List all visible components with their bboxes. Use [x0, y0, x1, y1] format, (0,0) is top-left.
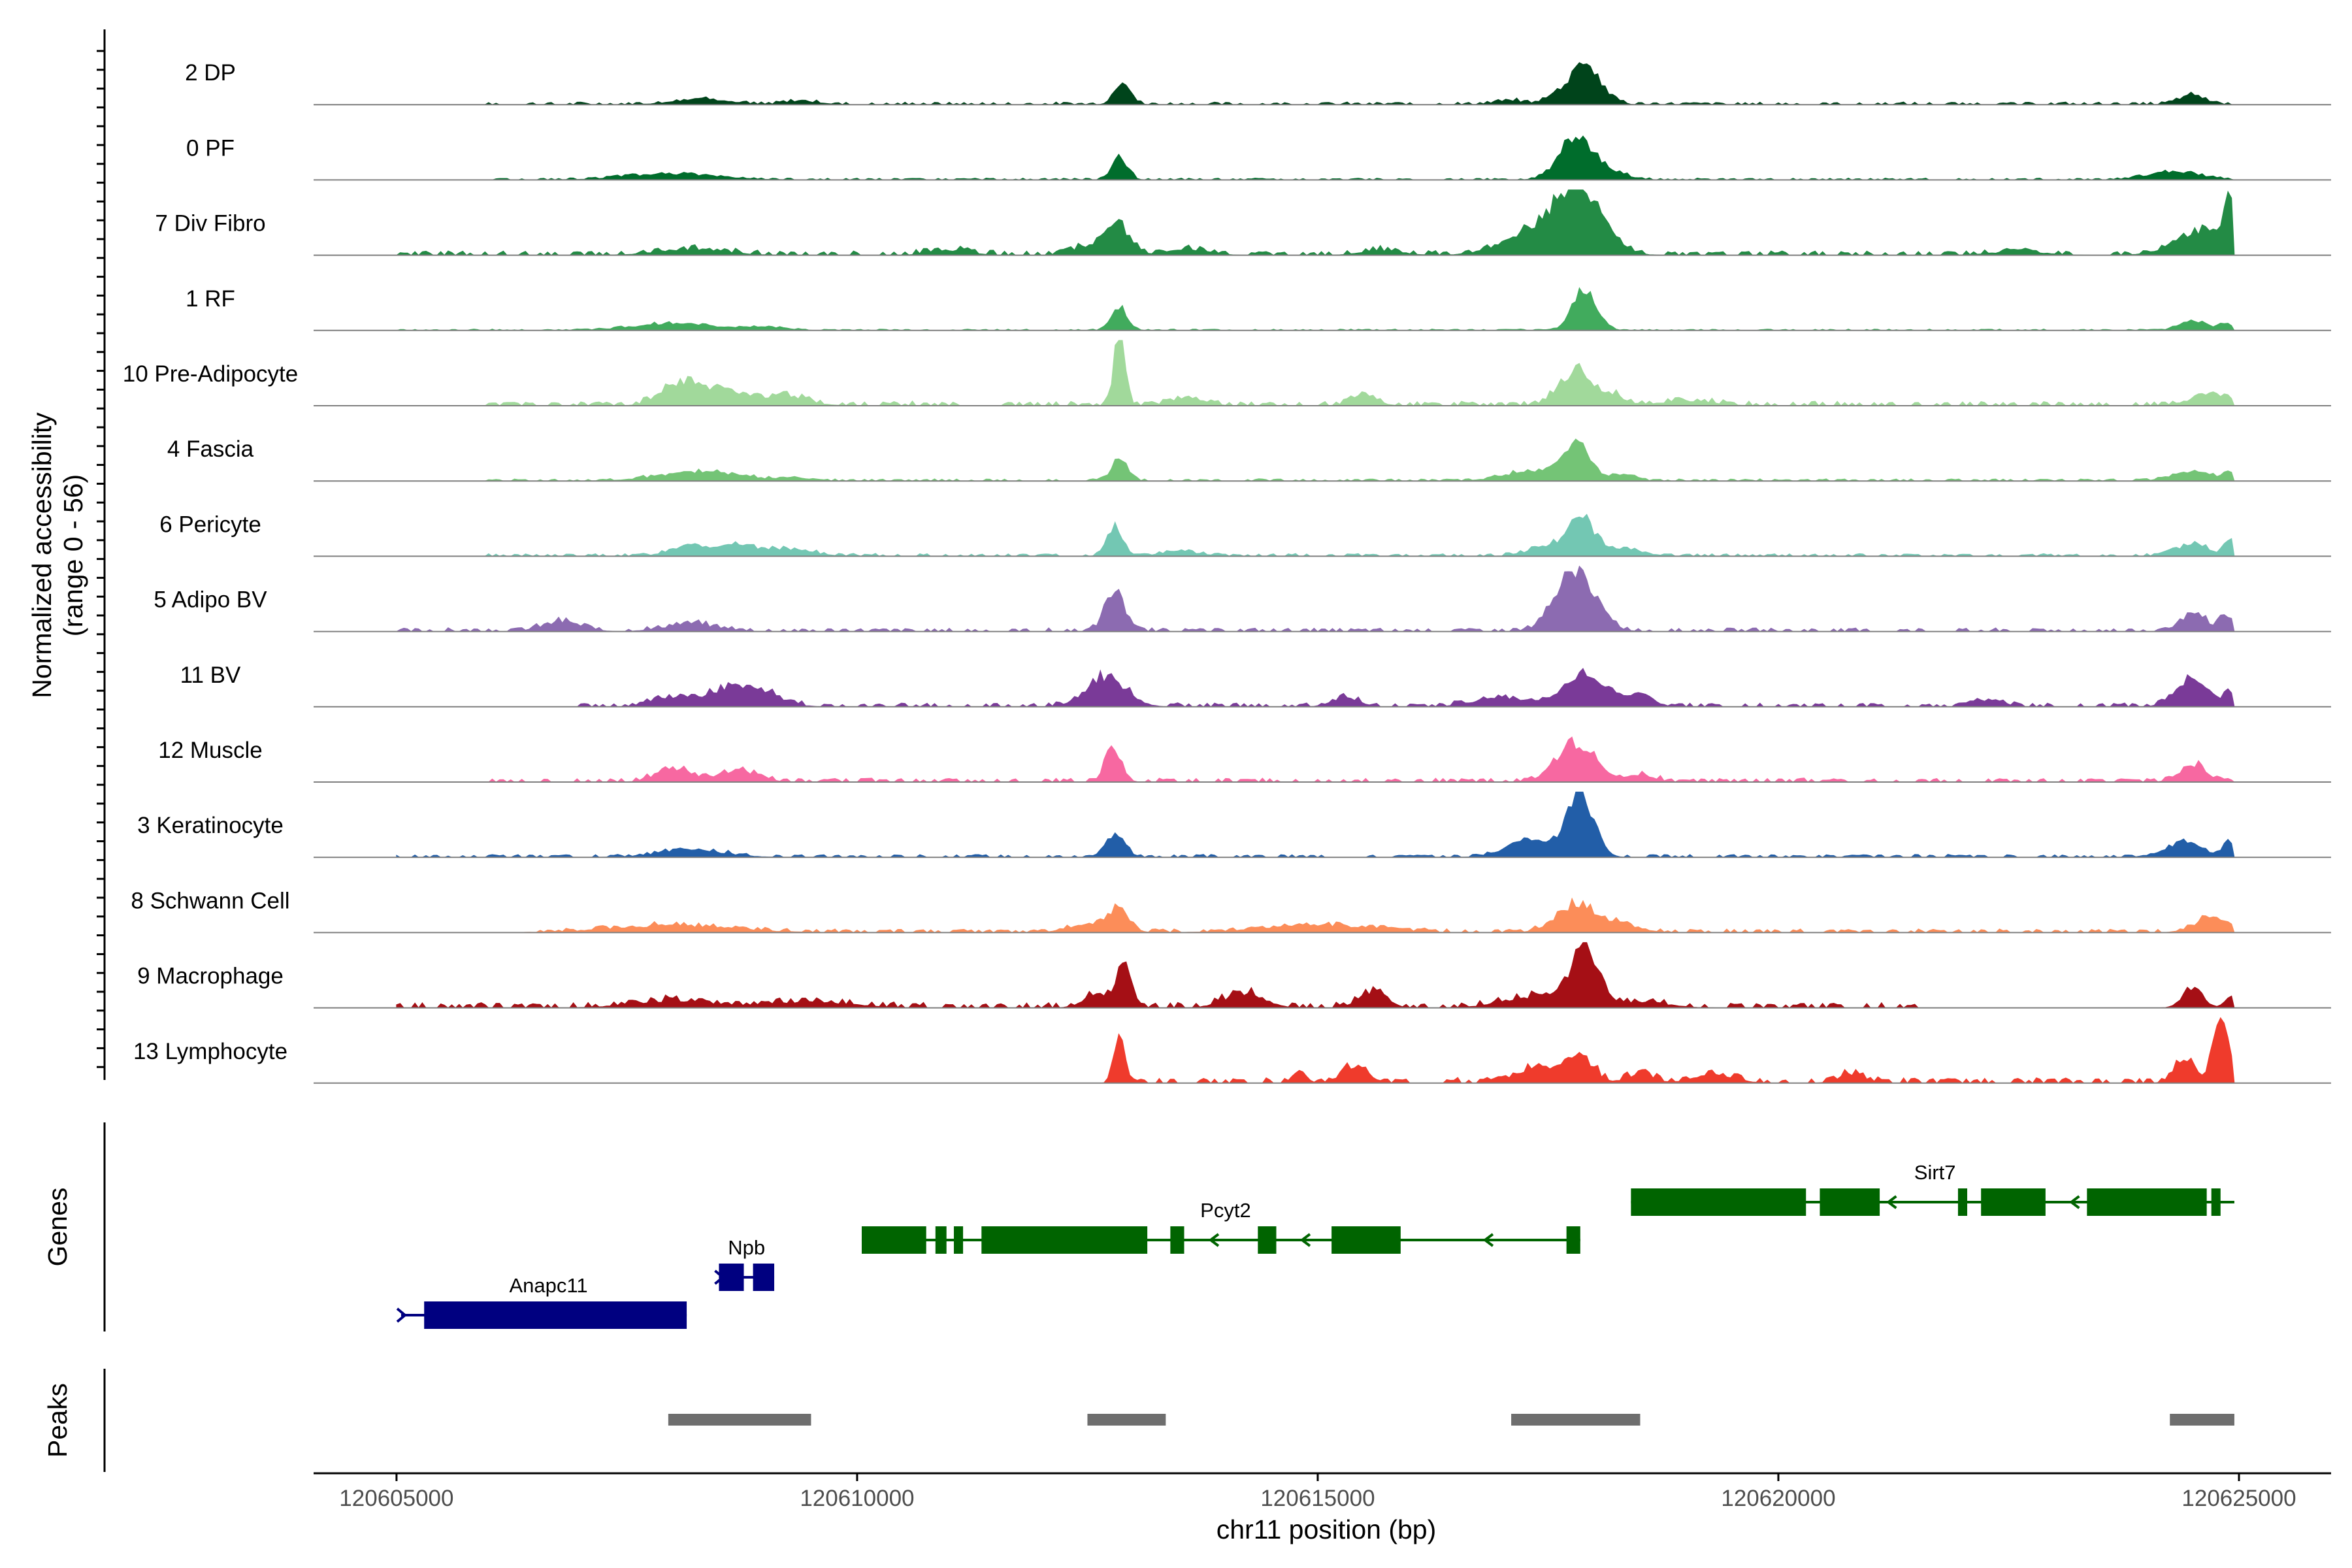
coverage-area [396, 736, 2236, 783]
y-axis-title-line2: (range 0 - 56) [58, 474, 88, 636]
gene-exon [953, 1226, 964, 1254]
track-label: 0 PF [186, 135, 235, 161]
gene-exon [753, 1264, 775, 1291]
track-label: 3 Keratinocyte [137, 813, 284, 838]
track-label: 10 Pre-Adipocyte [123, 361, 298, 387]
track-9-macrophage: 9 Macrophage [137, 942, 2331, 1009]
track-8-schwann-cell: 8 Schwann Cell [131, 888, 2331, 934]
x-tick-label: 120615000 [1260, 1486, 1375, 1511]
x-tick-label: 120625000 [2181, 1486, 2296, 1511]
track-label: 11 BV [180, 662, 241, 688]
track-10-pre-adipocyte: 10 Pre-Adipocyte [123, 340, 2331, 406]
peak-region [1087, 1414, 1166, 1426]
gene-exon [1566, 1226, 1580, 1254]
track-4-fascia: 4 Fascia [167, 436, 2331, 482]
gene-exon [1331, 1226, 1401, 1254]
gene-label: Anapc11 [510, 1274, 588, 1297]
x-axis-title: chr11 position (bp) [1217, 1514, 1437, 1544]
track-label: 13 Lymphocyte [133, 1039, 287, 1064]
track-label: 6 Pericyte [159, 512, 261, 537]
track-6-pericyte: 6 Pericyte [159, 512, 2331, 557]
track-0-pf: 0 PF [186, 135, 2331, 181]
x-axis: 120605000 120610000 120615000 120620000 1206… [314, 1472, 2331, 1511]
x-tick-label: 120605000 [339, 1486, 453, 1511]
peak-track [668, 1414, 2234, 1426]
peak-region [1511, 1414, 1641, 1426]
gene-sirt7: Sirt7 [1631, 1161, 2234, 1216]
strand-arrow [1886, 1195, 1897, 1209]
gene-exon [861, 1226, 926, 1254]
strand-arrow [2069, 1195, 2080, 1209]
coverage-area [396, 1017, 2235, 1084]
x-tick-label: 120620000 [1721, 1486, 1835, 1511]
track-label: 8 Schwann Cell [131, 888, 289, 913]
track-12-muscle: 12 Muscle [158, 736, 2331, 783]
gene-exon [1957, 1188, 1968, 1216]
strand-arrow [396, 1307, 408, 1323]
coverage-area [395, 565, 2235, 632]
track-2-dp: 2 DP [185, 60, 2331, 106]
gene-exon [1258, 1226, 1277, 1254]
coverage-area [396, 62, 2234, 105]
gene-exon [2087, 1188, 2207, 1216]
track-label: 1 RF [186, 286, 235, 312]
peaks-title: Peaks [42, 1383, 73, 1458]
coverage-area [396, 135, 2235, 180]
peak-region [2170, 1414, 2234, 1426]
coverage-area [396, 340, 2235, 406]
gene-label: Sirt7 [1914, 1161, 1956, 1184]
gene-exon [935, 1226, 947, 1254]
gene-label: Pcyt2 [1200, 1199, 1251, 1222]
track-3-keratinocyte: 3 Keratinocyte [137, 791, 2331, 858]
gene-exon [1170, 1226, 1184, 1254]
track-label: 2 DP [185, 60, 236, 86]
track-1-rf: 1 RF [186, 286, 2331, 331]
strand-arrow [1208, 1233, 1220, 1247]
coverage-area [396, 287, 2235, 331]
track-11-bv: 11 BV [180, 662, 2331, 708]
coverage-area [396, 791, 2235, 858]
coverage-area [396, 897, 2235, 934]
gene-track: Anapc11 Npb Pcyt2 Sirt7 [396, 1161, 2234, 1329]
gene-exon [424, 1301, 687, 1329]
track-label: 9 Macrophage [137, 964, 284, 989]
gene-exon [981, 1226, 1148, 1254]
track-5-adipo-bv: 5 Adipo BV [154, 565, 2331, 632]
coverage-area [396, 514, 2235, 557]
y-axis-title-line1: Normalized accessibility [27, 412, 57, 698]
gene-npb: Npb [714, 1236, 775, 1291]
track-label: 4 Fascia [167, 436, 254, 462]
track-13-lymphocyte: 13 Lymphocyte [133, 1017, 2331, 1084]
strand-arrow [1482, 1233, 1494, 1247]
track-label: 12 Muscle [158, 738, 263, 763]
gene-exon [1981, 1188, 2046, 1216]
gene-exon [719, 1264, 744, 1291]
track-7-div-fibro: 7 Div Fibro [155, 189, 2331, 256]
track-label: 5 Adipo BV [154, 587, 267, 613]
coverage-y-ticks [97, 50, 105, 1068]
gene-exon [1820, 1188, 1880, 1216]
gene-exon [2211, 1188, 2221, 1216]
coverage-tracks: 2 DP 0 PF 7 Div Fibro 1 RF 10 Pre-Adipocyte 4… [123, 60, 2331, 1084]
coverage-area [396, 438, 2235, 482]
gene-label: Npb [728, 1236, 765, 1259]
x-tick-label: 120610000 [800, 1486, 914, 1511]
coverage-area [395, 189, 2235, 256]
genes-title: Genes [42, 1188, 73, 1267]
gene-pcyt2: Pcyt2 [861, 1199, 1580, 1254]
gene-anapc11: Anapc11 [396, 1274, 687, 1329]
gene-exon [1631, 1188, 1806, 1216]
strand-arrow [1299, 1233, 1311, 1247]
coverage-area [396, 668, 2235, 708]
coverage-area [396, 942, 2235, 1009]
peak-region [668, 1414, 811, 1426]
track-label: 7 Div Fibro [155, 211, 265, 237]
